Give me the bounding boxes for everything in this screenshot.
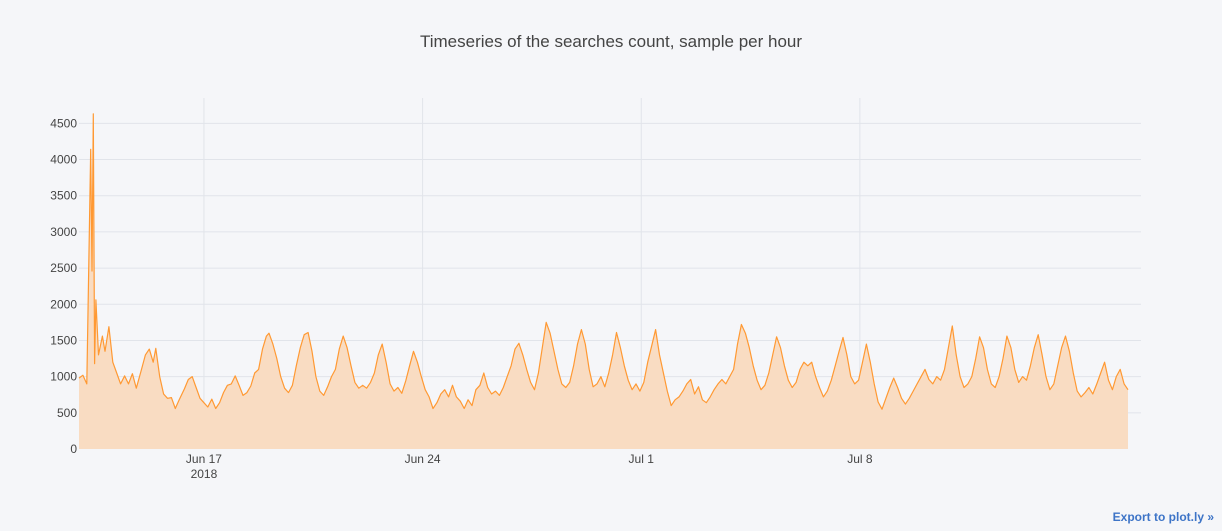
y-tick-label: 4500	[50, 116, 77, 130]
series-area-fill	[79, 113, 1128, 450]
y-tick-label: 2500	[50, 261, 77, 275]
y-tick-label: 500	[57, 406, 77, 420]
y-tick-label: 4000	[50, 153, 77, 167]
y-tick-label: 1500	[50, 333, 77, 347]
series-group	[78, 113, 1129, 450]
y-tick-label: 0	[70, 442, 77, 456]
y-tick-label: 3000	[50, 225, 77, 239]
x-tick-label: Jul 8	[847, 452, 873, 466]
x-tick-label: Jun 24	[405, 452, 441, 466]
chart-title: Timeseries of the searches count, sample…	[419, 32, 803, 51]
x-tick-label: Jun 17	[186, 452, 222, 466]
y-tick-label: 1000	[50, 370, 77, 384]
x-tick-label: Jul 1	[629, 452, 655, 466]
export-to-plotly-link[interactable]: Export to plot.ly »	[1112, 510, 1214, 524]
y-tick-label: 3500	[50, 189, 77, 203]
y-tick-label: 2000	[50, 297, 77, 311]
series-line	[78, 113, 1129, 410]
y-axis-ticks: 0 500 1000 1500 2000 2500 3000 3500 4000 4500	[50, 116, 77, 456]
x-tick-year-label: 2018	[191, 467, 218, 481]
